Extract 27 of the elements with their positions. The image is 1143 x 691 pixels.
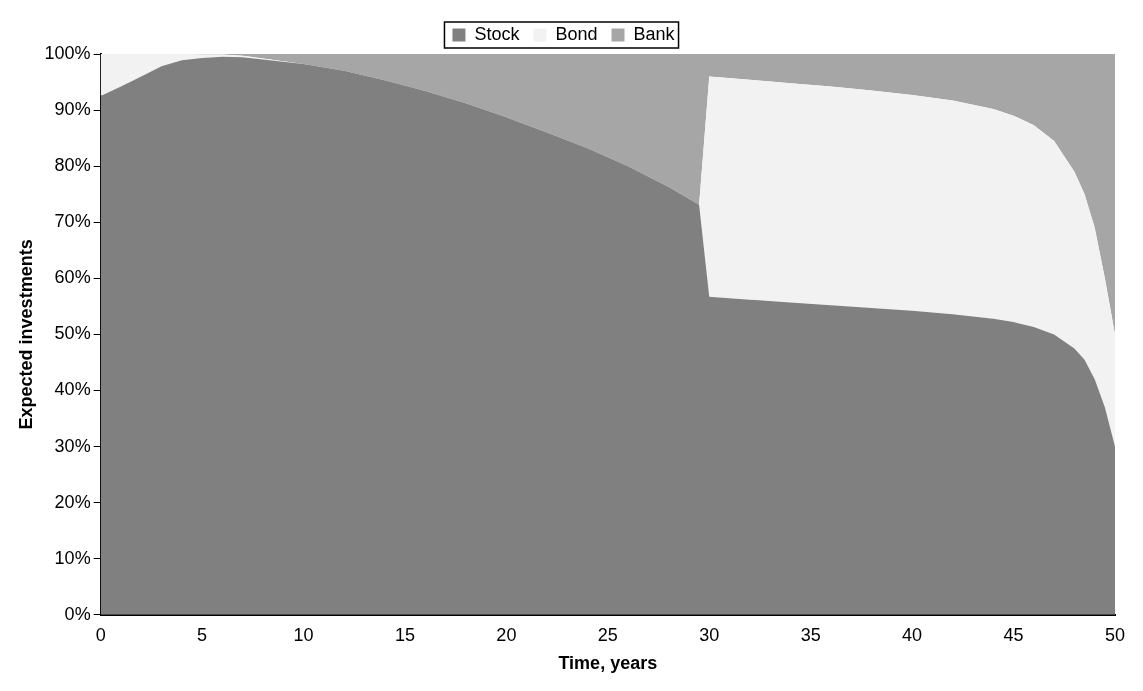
y-axis-title: Expected investments bbox=[15, 239, 36, 430]
x-tick-label: 40 bbox=[902, 624, 923, 645]
legend-label: Bank bbox=[633, 23, 676, 44]
legend-label: Stock bbox=[474, 23, 521, 44]
y-tick-label: 80% bbox=[54, 155, 91, 176]
x-tick-label: 25 bbox=[597, 624, 618, 645]
y-tick-label: 0% bbox=[64, 603, 91, 624]
x-tick-label: 30 bbox=[699, 624, 720, 645]
y-tick-label: 60% bbox=[54, 267, 91, 288]
x-axis-title: Time, years bbox=[558, 653, 658, 674]
y-tick-label: 70% bbox=[54, 211, 91, 232]
y-tick-label: 50% bbox=[54, 323, 91, 344]
x-tick-label: 35 bbox=[800, 624, 821, 645]
y-tick-label: 100% bbox=[44, 42, 91, 63]
x-tick-label: 50 bbox=[1104, 624, 1126, 645]
x-tick-label: 5 bbox=[197, 624, 208, 645]
y-tick-label: 30% bbox=[54, 435, 91, 456]
x-tick-label: 45 bbox=[1003, 624, 1024, 645]
x-tick-label: 15 bbox=[394, 624, 415, 645]
x-tick-label: 20 bbox=[496, 624, 517, 645]
y-tick-label: 90% bbox=[54, 99, 91, 120]
x-tick-label: 10 bbox=[293, 624, 314, 645]
y-tick-label: 10% bbox=[54, 547, 91, 568]
x-tick-label: 0 bbox=[95, 624, 106, 645]
y-tick-label: 40% bbox=[54, 379, 91, 400]
legend-label: Bond bbox=[555, 23, 598, 44]
y-tick-label: 20% bbox=[54, 491, 91, 512]
